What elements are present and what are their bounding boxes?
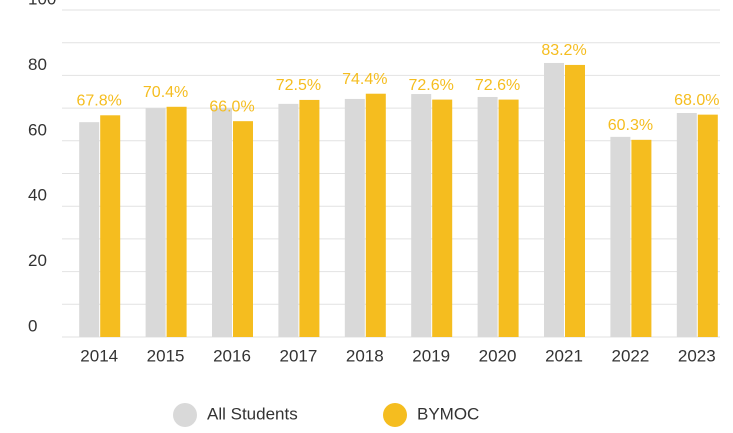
legend-swatch bbox=[173, 403, 197, 427]
data-label: 68.0% bbox=[674, 92, 719, 109]
x-tick-label: 2021 bbox=[545, 346, 583, 365]
bar bbox=[676, 113, 697, 337]
bar bbox=[610, 136, 631, 337]
x-tick-label: 2015 bbox=[147, 346, 185, 365]
x-tick-label: 2014 bbox=[80, 346, 118, 365]
bar bbox=[544, 62, 564, 337]
data-label: 72.5% bbox=[276, 77, 321, 94]
bar bbox=[432, 99, 453, 338]
bar bbox=[79, 122, 100, 337]
data-label: 72.6% bbox=[475, 77, 520, 94]
legend-label: All Students bbox=[207, 404, 298, 423]
data-label: 66.0% bbox=[209, 98, 254, 115]
bar bbox=[565, 64, 585, 337]
bar bbox=[498, 99, 519, 338]
x-tick-label: 2018 bbox=[346, 346, 384, 365]
x-tick-label: 2016 bbox=[213, 346, 251, 365]
bar bbox=[278, 103, 299, 337]
bar bbox=[299, 99, 320, 337]
data-label: 60.3% bbox=[608, 117, 653, 134]
y-tick-label: 100 bbox=[28, 0, 56, 8]
legend-swatch bbox=[383, 403, 407, 427]
data-label: 72.6% bbox=[409, 77, 454, 94]
y-tick-label: 20 bbox=[28, 251, 47, 270]
bar bbox=[631, 139, 652, 337]
bar bbox=[411, 94, 432, 337]
bar bbox=[697, 114, 718, 337]
bar bbox=[233, 121, 253, 338]
bar bbox=[212, 108, 232, 337]
bar bbox=[166, 106, 187, 338]
y-tick-label: 40 bbox=[28, 186, 47, 205]
data-label: 67.8% bbox=[77, 93, 122, 110]
bar bbox=[344, 98, 365, 337]
x-tick-label: 2017 bbox=[279, 346, 317, 365]
x-tick-label: 2022 bbox=[611, 346, 649, 365]
y-tick-label: 80 bbox=[28, 55, 47, 74]
legend-label: BYMOC bbox=[417, 404, 479, 423]
bar bbox=[145, 108, 166, 337]
data-label: 70.4% bbox=[143, 84, 188, 101]
x-tick-label: 2020 bbox=[479, 346, 517, 365]
bar bbox=[365, 93, 386, 337]
y-tick-label: 60 bbox=[28, 120, 47, 139]
bar bbox=[100, 115, 121, 337]
y-tick-label: 0 bbox=[28, 316, 37, 335]
x-tick-label: 2019 bbox=[412, 346, 450, 365]
data-label: 74.4% bbox=[342, 71, 387, 88]
bar bbox=[477, 96, 498, 338]
x-tick-label: 2023 bbox=[678, 346, 716, 365]
data-label: 83.2% bbox=[541, 42, 586, 59]
